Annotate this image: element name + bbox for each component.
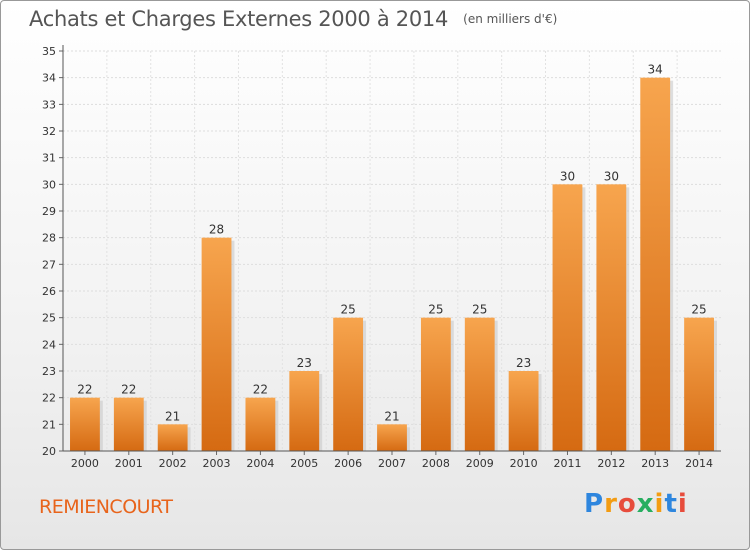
bar [464, 317, 495, 451]
brand-logo: Proxiti [584, 489, 688, 519]
bar-value-label: 30 [604, 169, 619, 183]
x-tick-label: 2014 [685, 457, 713, 470]
y-tick-label: 29 [42, 205, 56, 218]
bar-value-label: 28 [209, 223, 224, 237]
y-tick-label: 22 [42, 392, 56, 405]
axes: 20 21 22 23 24 25 26 27 28 29 30 31 32 33 34 35 2000 2001… [42, 45, 721, 470]
bar-value-label: 23 [516, 356, 531, 370]
y-tick-label: 20 [42, 445, 56, 458]
bar [113, 397, 144, 451]
x-tick-label: 2006 [334, 457, 362, 470]
bar [552, 184, 583, 452]
bar [508, 371, 539, 451]
brand-letter: P [584, 489, 605, 519]
y-tick-label: 27 [42, 258, 56, 271]
x-tick-label: 2008 [422, 457, 450, 470]
chart-title-text: Achats et Charges Externes 2000 à 2014 [29, 7, 449, 31]
y-tick-label: 30 [42, 178, 56, 191]
brand-letter: r [604, 489, 618, 519]
bar [596, 184, 627, 452]
bar [640, 77, 671, 452]
bar [420, 317, 451, 451]
y-tick-label: 33 [42, 98, 56, 111]
bar-value-label: 22 [77, 383, 92, 397]
x-tick-label: 2012 [597, 457, 625, 470]
place-name: REMIENCOURT [39, 496, 173, 518]
bar-value-label: 25 [428, 303, 443, 317]
y-tick-label: 34 [42, 72, 56, 85]
brand-letter: x [636, 489, 655, 519]
y-tick-label: 32 [42, 125, 56, 138]
brand-letter: i [677, 489, 688, 519]
y-tick-label: 26 [42, 285, 56, 298]
bar-value-label: 22 [121, 383, 136, 397]
chart-subtitle: (en milliers d'€) [463, 12, 558, 26]
bar-value-label: 25 [691, 303, 706, 317]
x-tick-label: 2001 [115, 457, 143, 470]
bar-value-label: 34 [648, 63, 663, 77]
bars: 22 22 21 28 22 23 25 21 25 25 23 30 30 34 25 [70, 63, 717, 452]
x-tick-label: 2009 [466, 457, 494, 470]
brand-letter: t [664, 489, 678, 519]
chart-title: Achats et Charges Externes 2000 à 2014 (… [29, 7, 557, 31]
bar-value-label: 21 [165, 409, 180, 423]
x-tick-label: 2000 [71, 457, 99, 470]
brand-letter: i [654, 489, 665, 519]
y-tick-label: 24 [42, 338, 56, 351]
bar [245, 397, 276, 451]
x-tick-label: 2011 [553, 457, 581, 470]
x-tick-label: 2005 [290, 457, 318, 470]
y-tick-label: 28 [42, 232, 56, 245]
bar-value-label: 25 [340, 303, 355, 317]
y-tick-label: 23 [42, 365, 56, 378]
x-tick-label: 2003 [203, 457, 231, 470]
x-tick-label: 2013 [641, 457, 669, 470]
y-tick-label: 31 [42, 152, 56, 165]
bar-value-label: 22 [253, 383, 268, 397]
x-tick-label: 2007 [378, 457, 406, 470]
bar [157, 424, 188, 451]
y-tick-label: 25 [42, 312, 56, 325]
bar [377, 424, 407, 451]
bar-value-label: 30 [560, 169, 575, 183]
brand-letter: o [617, 489, 637, 519]
bar-value-label: 23 [297, 356, 312, 370]
bar-value-label: 25 [472, 303, 487, 317]
x-tick-label: 2002 [159, 457, 187, 470]
x-tick-label: 2010 [510, 457, 538, 470]
bar-value-label: 21 [384, 409, 399, 423]
x-tick-label: 2004 [246, 457, 274, 470]
bar [289, 371, 320, 451]
y-tick-label: 21 [42, 418, 56, 431]
bar [201, 237, 232, 451]
bar [70, 397, 100, 451]
bar [684, 317, 714, 451]
bar [333, 317, 364, 451]
y-tick-label: 35 [42, 45, 56, 58]
